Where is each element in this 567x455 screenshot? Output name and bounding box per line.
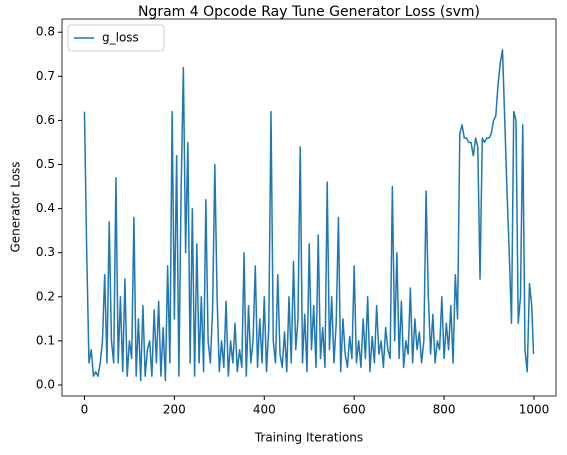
y-tick-label: 0.7 [36,69,55,83]
line-series [83,49,535,382]
legend-box [67,24,165,52]
y-tick-label: 0.2 [36,289,55,303]
x-tick-label: 800 [433,403,456,417]
x-tick-label: 0 [81,403,89,417]
y-tick-label: 0.5 [36,157,55,171]
y-tick-label: 0.1 [36,333,55,347]
legend-label: g_loss [102,31,139,45]
y-tick-label: 0.0 [36,377,55,391]
y-tick-label: 0.4 [36,201,55,215]
axes-frame [61,18,557,397]
y-tick-label: 0.8 [36,25,55,39]
chart-title: Ngram 4 Opcode Ray Tune Generator Loss (… [138,4,480,20]
x-tick-label: 1000 [519,403,550,417]
x-tick-label: 200 [163,403,186,417]
x-tick-label: 400 [253,403,276,417]
y-tick-label: 0.6 [36,113,55,127]
y-tick-label: 0.3 [36,245,55,259]
x-axis-label: Training Iterations [254,431,363,445]
y-axis-label: Generator Loss [9,161,23,252]
x-tick-label: 600 [343,403,366,417]
